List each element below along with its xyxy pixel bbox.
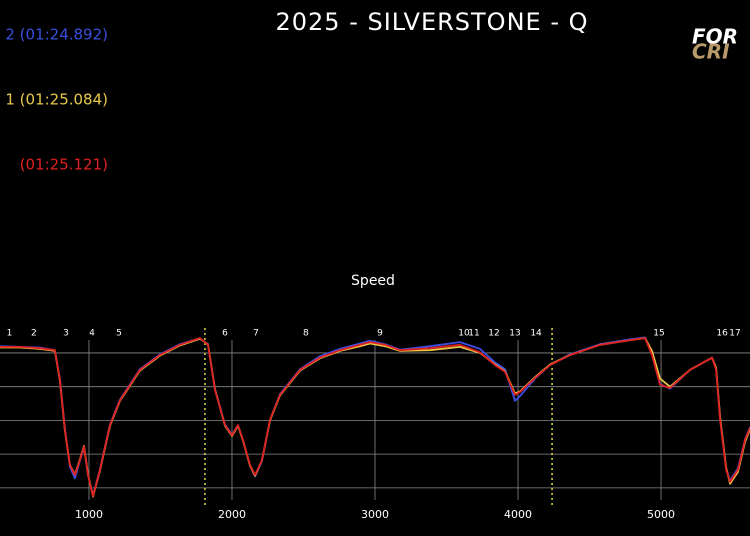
- speed-line: [0, 337, 750, 497]
- chart-title: 2025 - SILVERSTONE - Q: [275, 8, 588, 36]
- corner-label: 13: [509, 329, 520, 339]
- corner-label: 3: [63, 329, 69, 339]
- corner-label: 9: [377, 329, 383, 339]
- x-tick-label: 4000: [504, 508, 532, 521]
- corner-label: 17: [729, 329, 740, 339]
- legend-entry: 1 (01:25.084): [5, 91, 108, 109]
- corner-label: 10: [458, 329, 470, 339]
- corner-label: 6: [222, 329, 228, 339]
- x-tick-label: 2000: [218, 508, 246, 521]
- corner-label: 12: [488, 329, 499, 339]
- corner-label: 16: [716, 329, 728, 339]
- logo-text: FOR: [692, 25, 738, 49]
- subplot-title: Speed: [351, 273, 395, 289]
- legend-entry: (01:25.121): [20, 156, 108, 174]
- x-tick-label: 1000: [75, 508, 103, 521]
- corner-label: 15: [653, 329, 664, 339]
- corner-label: 2: [31, 329, 37, 339]
- corner-label: 7: [253, 329, 259, 339]
- corner-label: 11: [468, 329, 479, 339]
- corner-label: 1: [7, 329, 13, 339]
- legend-entry: 2 (01:24.892): [5, 26, 108, 44]
- corner-label: 14: [530, 329, 542, 339]
- x-tick-label: 5000: [647, 508, 675, 521]
- logo-text: CRI: [692, 40, 730, 64]
- corner-label: 4: [89, 329, 95, 339]
- corner-label: 8: [303, 329, 309, 339]
- corner-label: 5: [116, 329, 122, 339]
- x-tick-label: 3000: [361, 508, 389, 521]
